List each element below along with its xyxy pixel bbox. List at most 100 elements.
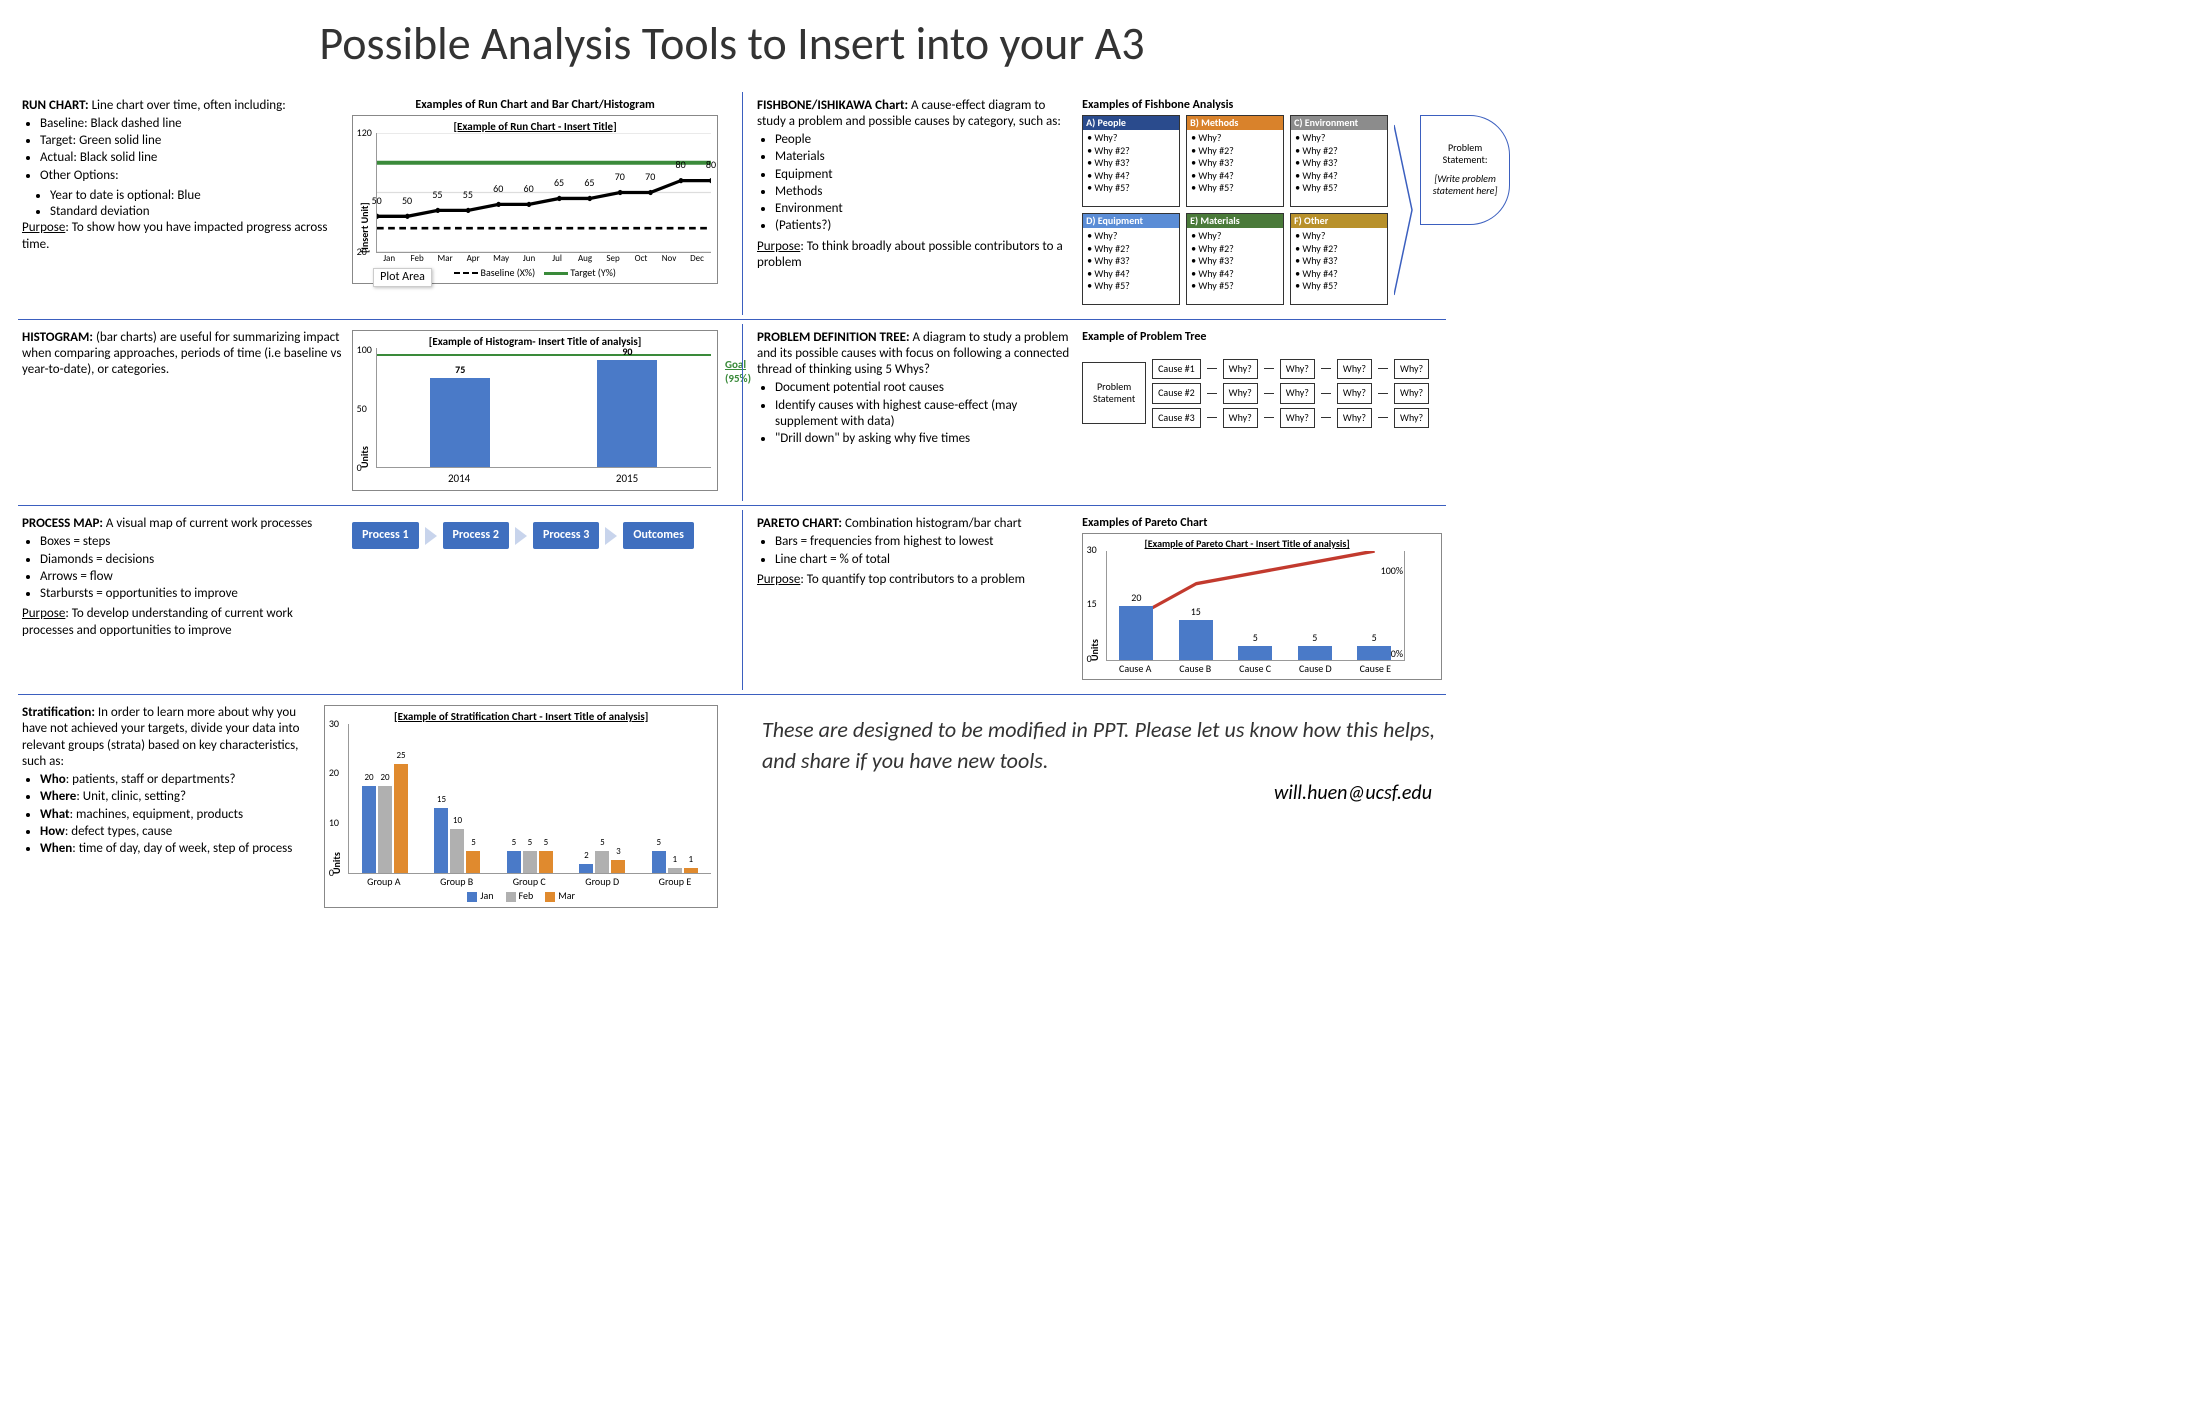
fb-prob-body: [Write problem statement here] xyxy=(1427,173,1503,198)
strat-group: 253 xyxy=(579,851,625,873)
fb-category-box: F) Other• Why?• Why #2?• Why #3?• Why #4… xyxy=(1290,213,1388,305)
run-desc: Line chart over time, often including: xyxy=(89,98,286,113)
pt-connector xyxy=(1378,417,1388,418)
strat-ylabel: Units xyxy=(331,724,344,874)
fb-category-box: C) Environment• Why?• Why #2?• Why #3?• … xyxy=(1290,115,1388,207)
pt-cause-box: Cause #2 xyxy=(1152,383,1201,404)
fb-bullet: Materials xyxy=(775,149,1072,165)
arrow-right-icon xyxy=(515,527,527,545)
strat-bar: 15 xyxy=(434,808,448,873)
pareto-purpose: : To quantify top contributors to a prob… xyxy=(800,572,1025,587)
fb-prob-head: Problem Statement: xyxy=(1427,142,1503,167)
run-value-label: 80 xyxy=(706,159,716,172)
strat-legend-item: Jan xyxy=(467,889,493,902)
hist-x-label: 2014 xyxy=(448,472,470,486)
hist-goal-line xyxy=(377,354,711,356)
strat-bar: 5 xyxy=(523,851,537,873)
pt-why-box: Why? xyxy=(1337,359,1372,380)
strat-bullet: Where: Unit, clinic, setting? xyxy=(40,789,314,805)
pt-why-box: Why? xyxy=(1337,383,1372,404)
fb-why-item: • Why? xyxy=(1295,230,1383,243)
strat-value-label: 5 xyxy=(539,837,553,848)
strat-value-label: 1 xyxy=(668,854,682,865)
fb-purpose-label: Purpose xyxy=(757,239,800,254)
pt-heading: PROBLEM DEFINITION TREE: xyxy=(757,330,910,345)
run-value-label: 50 xyxy=(402,195,412,208)
pareto-bullet: Line chart = % of total xyxy=(775,552,1072,568)
run-y-tick: 20 xyxy=(357,246,367,259)
fb-category-head: E) Materials xyxy=(1187,214,1283,229)
run-x-label: Nov xyxy=(655,253,683,264)
pm-heading: PROCESS MAP: xyxy=(22,516,103,531)
pt-bullet: Document potential root causes xyxy=(775,380,1072,396)
strat-bar: 5 xyxy=(595,851,609,873)
run-heading: RUN CHART: xyxy=(22,98,89,113)
pt-cause-box: Cause #3 xyxy=(1152,408,1201,429)
hist-y-tick: 100 xyxy=(357,344,372,357)
pareto-x-label: Cause C xyxy=(1239,663,1271,676)
strat-y-tick: 30 xyxy=(329,718,339,731)
run-value-label: 70 xyxy=(615,171,625,184)
run-x-label: Jun xyxy=(515,253,543,264)
pareto-y-tick: 30 xyxy=(1087,544,1097,557)
pt-cause-box: Cause #1 xyxy=(1152,359,1201,380)
run-chart-cell: RUN CHART: Line chart over time, often i… xyxy=(18,92,722,315)
pareto-purpose-label: Purpose xyxy=(757,572,800,587)
run-x-label: Jan xyxy=(375,253,403,264)
fb-why-item: • Why #3? xyxy=(1087,255,1175,268)
fb-bullet: Equipment xyxy=(775,167,1072,183)
pt-root: Problem Statement xyxy=(1082,362,1146,424)
pt-connector xyxy=(1207,368,1217,369)
strat-value-label: 5 xyxy=(466,837,480,848)
pareto-x-label: Cause E xyxy=(1360,663,1391,676)
pt-connector xyxy=(1207,417,1217,418)
pt-why-box: Why? xyxy=(1394,408,1429,429)
pareto-cell: PARETO CHART: Combination histogram/bar … xyxy=(742,510,1446,690)
fb-why-item: • Why #3? xyxy=(1191,255,1279,268)
hist-value-label: 90 xyxy=(597,346,657,359)
fb-why-item: • Why? xyxy=(1191,230,1279,243)
fb-category-box: D) Equipment• Why?• Why #2?• Why #3?• Wh… xyxy=(1082,213,1180,305)
strat-value-label: 15 xyxy=(434,794,448,805)
run-bullet: Other Options: xyxy=(40,168,342,184)
pm-bullet: Boxes = steps xyxy=(40,534,342,550)
fb-why-item: • Why? xyxy=(1295,132,1383,145)
pm-step-box: Process 3 xyxy=(533,522,599,549)
run-x-label: Jul xyxy=(543,253,571,264)
strat-y-tick: 20 xyxy=(329,767,339,780)
pareto-bar: 20 xyxy=(1119,606,1153,659)
strat-value-label: 5 xyxy=(507,837,521,848)
pt-connector xyxy=(1264,368,1274,369)
pt-bullet: "Drill down" by asking why five times xyxy=(775,431,1072,447)
hist-x-label: 2015 xyxy=(616,472,638,486)
run-chart-title: [Example of Run Chart - Insert Title] xyxy=(359,120,711,134)
strat-value-label: 2 xyxy=(579,850,593,861)
pm-purpose-label: Purpose xyxy=(22,606,65,621)
process-map-cell: PROCESS MAP: A visual map of current wor… xyxy=(18,510,722,690)
strat-bar: 5 xyxy=(466,851,480,873)
footer-note: These are designed to be modified in PPT… xyxy=(756,705,1442,781)
pareto-bar: 15 xyxy=(1179,620,1213,660)
hist-y-tick: 0 xyxy=(357,462,362,475)
fb-why-item: • Why #3? xyxy=(1191,157,1279,170)
strat-bar: 20 xyxy=(362,786,376,873)
strat-x-label: Group C xyxy=(513,876,546,889)
strat-heading: Stratification: xyxy=(22,705,95,720)
run-x-label: Feb xyxy=(403,253,431,264)
strat-bar: 5 xyxy=(507,851,521,873)
pt-why-box: Why? xyxy=(1394,359,1429,380)
fb-category-head: C) Environment xyxy=(1291,116,1387,131)
footer-email: will.huen@ucsf.edu xyxy=(756,781,1442,806)
run-value-label: 80 xyxy=(676,159,686,172)
fb-category-head: D) Equipment xyxy=(1083,214,1179,229)
run-value-label: 65 xyxy=(554,177,564,190)
fb-heading: FISHBONE/ISHIKAWA Chart: xyxy=(757,98,908,113)
strat-legend-item: Feb xyxy=(506,889,534,902)
run-x-label: Oct xyxy=(627,253,655,264)
strat-value-label: 5 xyxy=(595,837,609,848)
strat-bar: 3 xyxy=(611,860,625,873)
fb-category-head: A) People xyxy=(1083,116,1179,131)
run-sub-bullet: Standard deviation xyxy=(50,204,342,220)
pareto-bar: 5 xyxy=(1298,646,1332,659)
pareto-heading: PARETO CHART: xyxy=(757,516,842,531)
